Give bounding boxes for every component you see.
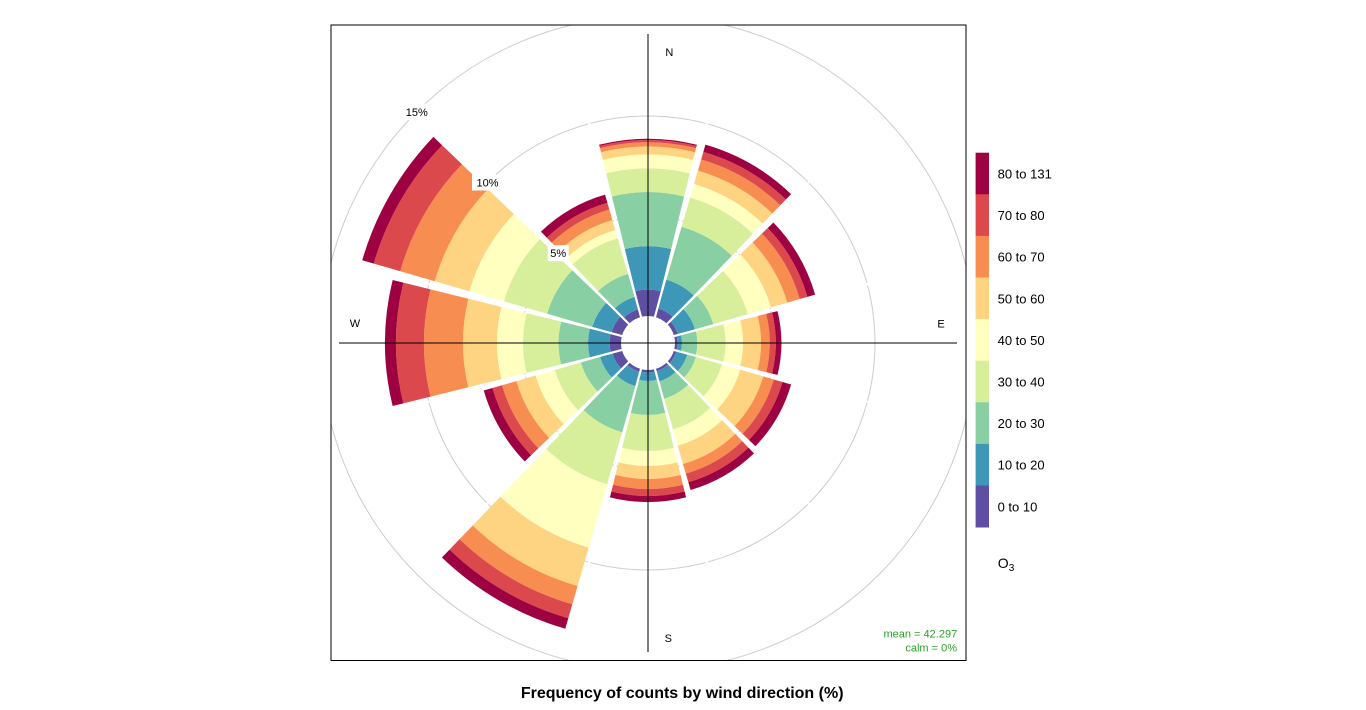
svg-text:calm = 0%: calm = 0% [905, 642, 957, 654]
svg-text:0 to 10: 0 to 10 [998, 499, 1038, 514]
svg-text:70 to 80: 70 to 80 [998, 208, 1045, 223]
svg-text:60 to 70: 60 to 70 [998, 250, 1045, 265]
svg-text:S: S [665, 633, 672, 645]
svg-text:mean = 42.297: mean = 42.297 [883, 628, 957, 640]
svg-text:15%: 15% [406, 107, 428, 119]
svg-text:5%: 5% [550, 248, 566, 260]
svg-text:W: W [350, 318, 361, 330]
svg-text:80 to 131: 80 to 131 [998, 167, 1052, 182]
svg-text:E: E [937, 319, 944, 331]
svg-text:50 to 60: 50 to 60 [998, 291, 1045, 306]
svg-text:20 to 30: 20 to 30 [998, 416, 1045, 431]
svg-text:10 to 20: 10 to 20 [998, 458, 1045, 473]
svg-text:40 to 50: 40 to 50 [998, 333, 1045, 348]
svg-text:N: N [665, 47, 673, 59]
svg-text:30 to 40: 30 to 40 [998, 375, 1045, 390]
svg-text:10%: 10% [476, 178, 498, 190]
svg-text:Frequency of counts by wind di: Frequency of counts by wind direction (%… [521, 685, 844, 702]
